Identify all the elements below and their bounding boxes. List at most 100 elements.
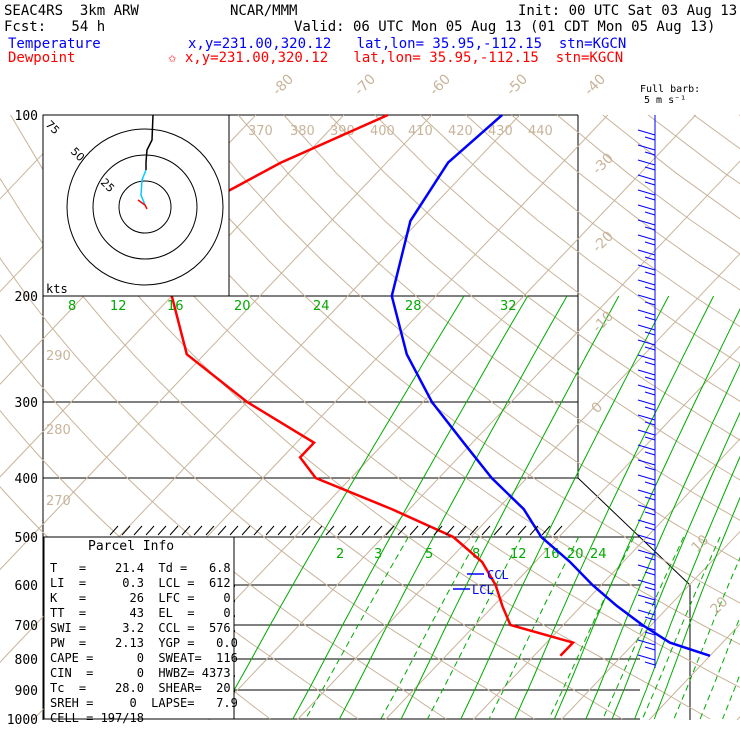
org-label: NCAR/MMM [230, 3, 298, 19]
wind-barb-half [644, 196, 656, 201]
pressure-label: 700 [15, 619, 38, 634]
theta-label: 280 [46, 423, 71, 438]
parcel-row: CAPE = 0 SWEAT= 116 [50, 651, 238, 665]
wind-barb-half [644, 436, 656, 441]
hatch-mark [397, 525, 407, 536]
pressure-label: 900 [15, 684, 38, 699]
isotherm-label: 10 [689, 532, 713, 556]
isotherm-line [560, 530, 740, 721]
wind-barb-half [644, 301, 656, 306]
wind-barb [637, 504, 656, 511]
barb-scale-unit: 5 m s⁻¹ [644, 95, 687, 106]
mixing-ratio-dashed [426, 536, 523, 720]
temperature-legend: Temperature [8, 36, 101, 52]
parcel-row: TT = 43 EL = 0. [50, 606, 238, 620]
wind-barb [637, 519, 656, 526]
mixing-ratio-dashed [722, 673, 740, 720]
hatch-mark [277, 525, 287, 536]
hatch-mark [541, 525, 551, 536]
isotherm-label: -50 [504, 71, 531, 98]
wind-barb [637, 294, 656, 301]
hatch-mark [433, 525, 443, 536]
wind-barb-half [644, 316, 656, 321]
parcel-row: CELL = 197/18 [50, 711, 144, 725]
pressure-label: 1000 [7, 713, 38, 728]
wind-barb-half [644, 241, 656, 246]
isotherm-label: 0 [589, 399, 607, 417]
wind-barb [637, 354, 656, 361]
dry-adiabat-line [237, 114, 740, 521]
mixing-ratio-lines [217, 295, 740, 720]
wind-barb-half [644, 601, 656, 606]
wind-barb [637, 144, 656, 151]
wind-barb [637, 204, 656, 211]
isotherm-label: -40 [582, 71, 609, 98]
parcel-row: K = 26 LFC = 0. [50, 591, 238, 605]
wind-barb [637, 159, 656, 166]
wind-barb-half [644, 451, 656, 456]
dry-adiabat-line [55, 114, 740, 689]
wind-barb [637, 384, 656, 391]
wind-barb [637, 264, 656, 271]
hatch-mark [145, 525, 155, 536]
mixing-ratio-dashed [380, 536, 479, 720]
wind-barb-half [644, 541, 656, 546]
pressure-label: 500 [15, 531, 38, 546]
isotherm-line [208, 160, 740, 721]
mixing-ratio-label: 32 [500, 299, 517, 314]
dry-adiabat-line [693, 114, 740, 150]
mixing-ratio-dashed [641, 536, 721, 720]
wind-barb-half [644, 466, 656, 471]
isotherm-label: -20 [590, 228, 617, 255]
theta-label: 390 [330, 124, 355, 139]
dry-adiabat-line [101, 114, 740, 645]
wind-barb-half [644, 166, 656, 171]
parcel-row: CIN = 0 HWBZ= 4373. [50, 666, 238, 680]
hatch-mark [361, 525, 371, 536]
hatch-mark [133, 525, 143, 536]
isotherm-line [384, 345, 740, 721]
dry-adiabat-line [192, 114, 740, 563]
parcel-row: PW = 2.13 YGP = 0.0 [50, 636, 238, 650]
hodograph-ring [66, 128, 224, 286]
wind-barb-half [644, 496, 656, 501]
isotherm-label: -70 [352, 71, 379, 98]
wind-barb-half [644, 271, 656, 276]
dry-adiabat-line [0, 177, 623, 720]
wind-barb-half [644, 376, 656, 381]
wind-barb [637, 639, 656, 646]
hatch-mark [421, 525, 431, 536]
hatch-mark [217, 525, 227, 536]
parcel-row: SREH = 0 LAPSE= 7.9 [50, 696, 238, 710]
mixing-ratio-dashed [305, 536, 409, 720]
parcel-box-bg [43, 536, 235, 720]
isotherm-line [0, 114, 433, 571]
mixing-ratio-label: 20 [567, 547, 584, 562]
wind-barb-half [644, 526, 656, 531]
hodograph-units: kts [46, 282, 68, 296]
mixing-ratio-dashed [602, 536, 685, 720]
mixing-ratio-line [400, 295, 620, 720]
theta-label: 380 [290, 124, 315, 139]
wind-barb [637, 369, 656, 376]
mixing-ratio-line [553, 308, 740, 720]
mixing-ratio-dashed [488, 536, 580, 720]
parcel-box [43, 525, 563, 720]
hatch-mark [385, 525, 395, 536]
init-time: Init: 00 UTC Sat 03 Aug 13 [518, 3, 738, 19]
mixing-ratio-label: 12 [110, 299, 127, 314]
theta-label: 420 [448, 124, 473, 139]
wind-barb-half [644, 361, 656, 366]
hatch-mark [253, 525, 263, 536]
wind-barb-half [644, 631, 656, 636]
wind-barb [637, 609, 656, 616]
wind-barb-half [644, 556, 656, 561]
hatch-mark [517, 525, 527, 536]
temperature-trace [390, 114, 711, 657]
hatch-mark [229, 525, 239, 536]
pressure-label: 300 [15, 396, 38, 411]
hatch-mark [553, 525, 563, 536]
theta-label: 290 [46, 349, 71, 364]
wind-barbs [637, 115, 656, 668]
dry-adiabat-line [329, 114, 740, 441]
